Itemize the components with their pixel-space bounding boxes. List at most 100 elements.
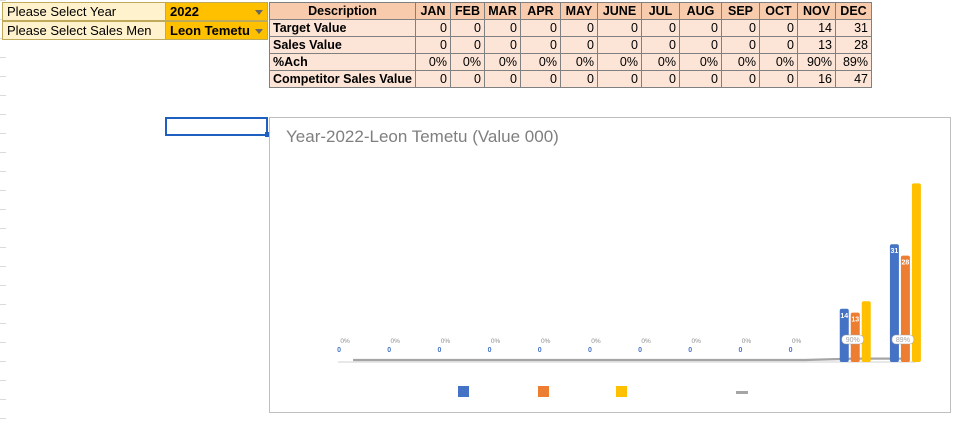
table-cell[interactable]: 0 — [520, 36, 561, 54]
data-label-target: 0 — [738, 347, 742, 354]
header-description[interactable]: Description — [269, 2, 416, 20]
table-cell[interactable]: 0 — [415, 36, 451, 54]
table-cell[interactable]: 28 — [835, 36, 872, 54]
data-label-ach: 89% — [896, 337, 910, 344]
data-label-sales: 28 — [902, 260, 910, 267]
data-label-ach: 0% — [391, 338, 401, 345]
table-cell[interactable]: 0 — [679, 36, 722, 54]
table-cell[interactable]: 90% — [797, 53, 836, 71]
header-month[interactable]: MAY — [560, 2, 598, 20]
table-cell[interactable]: 0 — [560, 36, 598, 54]
table-cell[interactable]: 0 — [415, 70, 451, 88]
table-cell[interactable]: 0% — [450, 53, 485, 71]
table-cell[interactable]: 16 — [797, 70, 836, 88]
header-month[interactable]: NOV — [797, 2, 836, 20]
table-cell[interactable]: 0 — [641, 70, 680, 88]
data-label-sales: 13 — [851, 317, 859, 324]
fill-handle[interactable] — [265, 132, 270, 137]
table-cell[interactable]: 0 — [597, 19, 642, 37]
active-cell-selection[interactable] — [165, 117, 268, 136]
table-cell[interactable]: 0 — [759, 36, 798, 54]
table-cell[interactable]: 0% — [520, 53, 561, 71]
bar-mark — [861, 301, 871, 362]
table-cell[interactable]: 0 — [679, 19, 722, 37]
header-month[interactable]: FEB — [450, 2, 485, 20]
table-cell[interactable]: 0 — [560, 70, 598, 88]
table-cell[interactable]: 31 — [835, 19, 872, 37]
header-month[interactable]: JAN — [415, 2, 451, 20]
table-cell[interactable]: 0 — [415, 19, 451, 37]
table-cell[interactable]: 0 — [450, 19, 485, 37]
header-month[interactable]: AUG — [679, 2, 722, 20]
table-cell[interactable]: 0 — [759, 70, 798, 88]
table-cell[interactable]: 0% — [484, 53, 521, 71]
row-label[interactable]: Target Value — [269, 19, 416, 37]
row-label[interactable]: %Ach — [269, 53, 416, 71]
salesman-selector-dropdown[interactable]: Leon Temetu — [165, 21, 268, 40]
data-label-ach: 0% — [441, 338, 451, 345]
table-cell[interactable]: 13 — [797, 36, 836, 54]
table-cell[interactable]: 0 — [484, 36, 521, 54]
table-cell[interactable]: 0 — [484, 70, 521, 88]
header-month[interactable]: DEC — [835, 2, 872, 20]
data-label-target: 0 — [437, 347, 441, 354]
data-label-ach: 0% — [591, 338, 601, 345]
table-cell[interactable]: 14 — [797, 19, 836, 37]
data-label-ach-box — [891, 334, 915, 345]
legend-marker-bar — [538, 386, 549, 397]
table-cell[interactable]: 0 — [450, 70, 485, 88]
data-label-ach: 0% — [792, 338, 802, 345]
table-cell[interactable]: 0 — [721, 70, 760, 88]
table-cell[interactable]: 0 — [721, 19, 760, 37]
series-line-ach — [353, 357, 905, 362]
table-cell[interactable]: 0 — [679, 70, 722, 88]
table-cell[interactable]: 0% — [721, 53, 760, 71]
table-cell[interactable]: 0 — [721, 36, 760, 54]
legend-marker-bar — [616, 386, 627, 397]
table-row: Sales Value 0 0 0 0 0 0 0 0 0 0 13 28 — [269, 36, 872, 54]
table-row: Target Value 0 0 0 0 0 0 0 0 0 0 14 31 — [269, 19, 872, 37]
table-cell[interactable]: 0 — [450, 36, 485, 54]
salesman-selector-label: Please Select Sales Men — [2, 21, 166, 40]
data-label-ach: 0% — [641, 338, 651, 345]
table-cell[interactable]: 0 — [484, 19, 521, 37]
chart-area[interactable]: Year-2022-Leon Temetu (Value 000) 0 0% 0 0%… — [269, 117, 951, 413]
table-cell[interactable]: 0 — [641, 36, 680, 54]
header-month[interactable]: JUNE — [597, 2, 642, 20]
table-cell[interactable]: 0 — [520, 70, 561, 88]
table-cell[interactable]: 0 — [759, 19, 798, 37]
header-month[interactable]: SEP — [721, 2, 760, 20]
table-cell[interactable]: 0% — [560, 53, 598, 71]
table-cell[interactable]: 0% — [415, 53, 451, 71]
table-cell[interactable]: 0% — [679, 53, 722, 71]
data-label-ach: 0% — [692, 338, 702, 345]
year-selector-dropdown[interactable]: 2022 — [165, 2, 268, 21]
row-label[interactable]: Sales Value — [269, 36, 416, 54]
row-label[interactable]: Competitor Sales Value — [269, 70, 416, 88]
table-cell[interactable]: 47 — [835, 70, 872, 88]
header-month[interactable]: OCT — [759, 2, 798, 20]
data-label-target: 14 — [840, 313, 848, 320]
data-label-target: 0 — [538, 347, 542, 354]
header-month[interactable]: APR — [520, 2, 561, 20]
table-cell[interactable]: 0 — [641, 19, 680, 37]
table-cell[interactable]: 0 — [597, 70, 642, 88]
table-cell[interactable]: 0% — [759, 53, 798, 71]
table-cell[interactable]: 0 — [520, 19, 561, 37]
header-month[interactable]: MAR — [484, 2, 521, 20]
table-cell[interactable]: 0 — [597, 36, 642, 54]
table-row: %Ach 0% 0% 0% 0% 0% 0% 0% 0% 0% 0% 90% 89% — [269, 53, 872, 71]
data-label-target: 0 — [488, 347, 492, 354]
header-month[interactable]: JUL — [641, 2, 680, 20]
table-cell[interactable]: 0 — [560, 19, 598, 37]
table-cell[interactable]: 89% — [835, 53, 872, 71]
chart-svg: 00%00%00%00%00%00%00%00%00%00%141390%312… — [337, 183, 921, 397]
data-label-target: 31 — [891, 248, 899, 255]
data-label-ach: 0% — [340, 338, 350, 345]
dropdown-arrow-icon[interactable] — [255, 10, 263, 15]
table-cell[interactable]: 0% — [597, 53, 642, 71]
data-label-target: 0 — [789, 347, 793, 354]
dropdown-arrow-icon[interactable] — [255, 29, 263, 34]
table-cell[interactable]: 0% — [641, 53, 680, 71]
data-label-target: 0 — [588, 347, 592, 354]
